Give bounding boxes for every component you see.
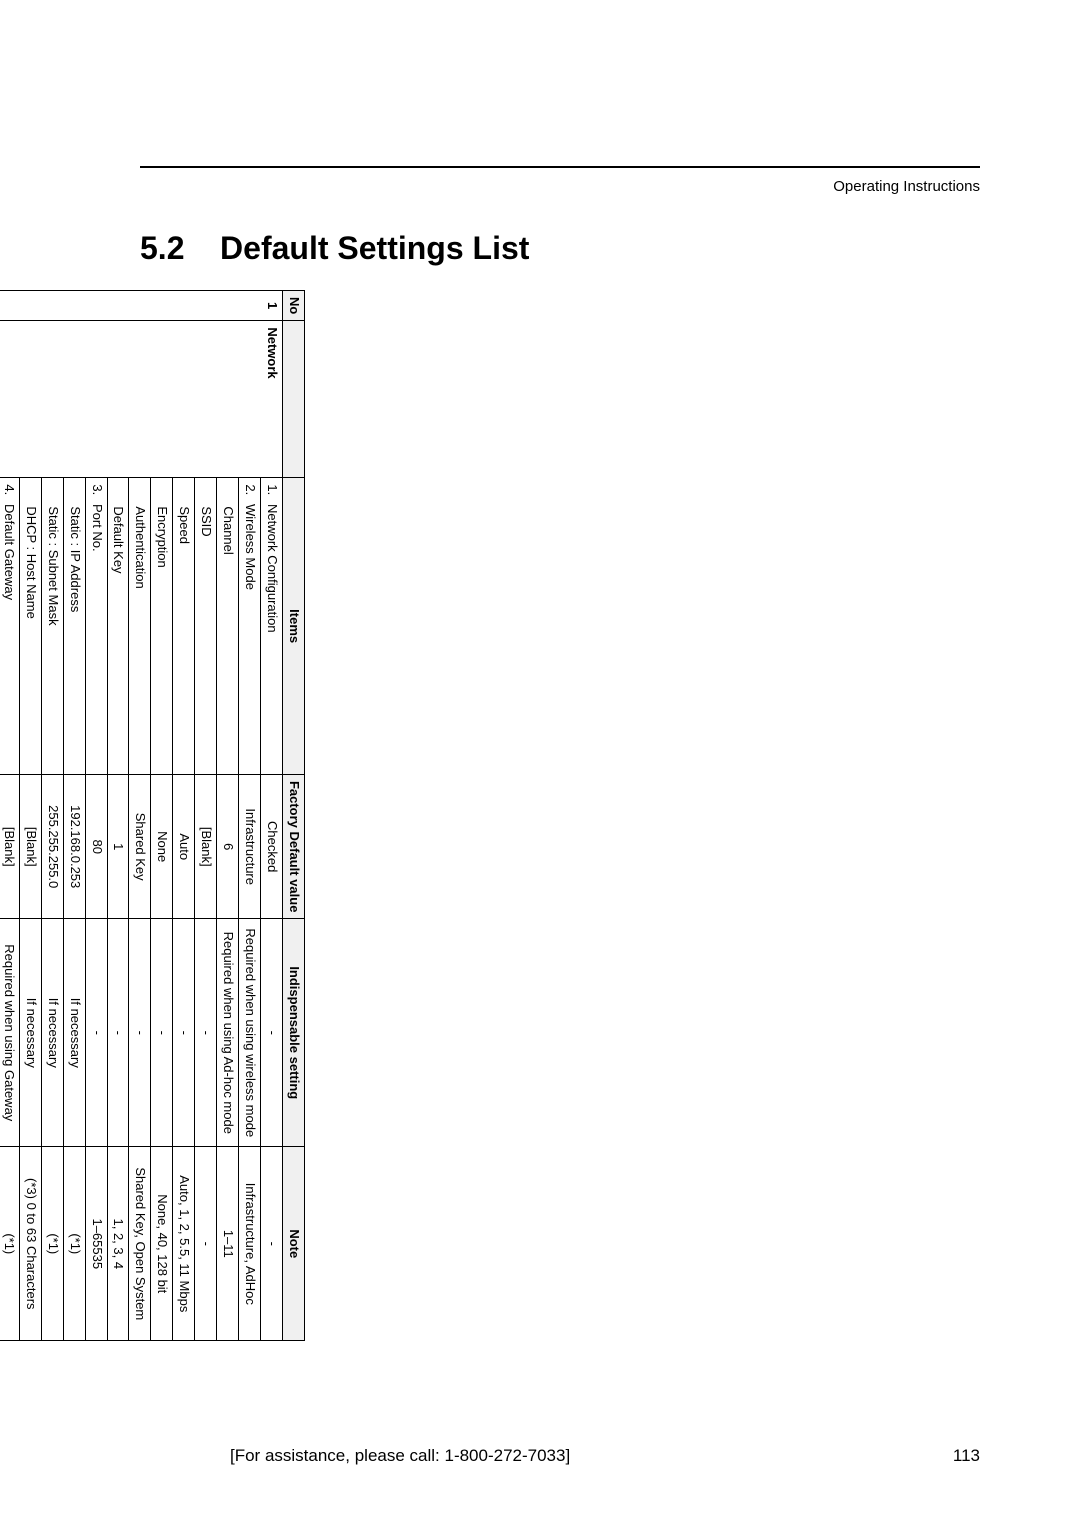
- cell-indispensable: -: [261, 919, 283, 1147]
- cell-factory-default: Checked: [261, 774, 283, 919]
- cell-note: 1–65535: [85, 1147, 107, 1341]
- cell-factory-default: 6: [217, 774, 239, 919]
- page-number: 113: [953, 1446, 980, 1466]
- section-title: 5.2 Default Settings List: [140, 230, 529, 267]
- cell-indispensable: -: [129, 919, 151, 1147]
- item-label: Static : IP Address: [68, 506, 83, 612]
- item-number: 4.: [1, 484, 16, 500]
- th-indispensable: Indispensable setting: [283, 919, 305, 1147]
- item-label: Speed: [177, 506, 192, 544]
- item-label: SSID: [199, 506, 214, 536]
- cell-no: 1: [0, 291, 283, 321]
- cell-note: (*1): [63, 1147, 85, 1341]
- table-row: 1Network1. Network ConfigurationChecked-…: [261, 291, 283, 1341]
- header-operating-instructions: Operating Instructions: [833, 178, 980, 195]
- cell-note: (*1): [0, 1147, 19, 1341]
- item-label: Default Key: [112, 506, 127, 573]
- cell-item: Channel: [217, 478, 239, 775]
- section-number: 5.2: [140, 230, 184, 266]
- cell-note: (*3) 0 to 63 Characters: [19, 1147, 41, 1341]
- cell-item: 4. Default Gateway: [0, 478, 19, 775]
- item-label: Port No.: [90, 504, 105, 552]
- cell-item: DHCP : Host Name: [19, 478, 41, 775]
- cell-factory-default: [Blank]: [195, 774, 217, 919]
- cell-indispensable: Required when using wireless mode: [239, 919, 261, 1147]
- cell-item: Authentication: [129, 478, 151, 775]
- cell-indispensable: Required when using Ad-hoc mode: [217, 919, 239, 1147]
- settings-table: No Items Factory Default value Indispens…: [0, 290, 305, 1341]
- header-rule: [140, 166, 980, 168]
- item-label: Channel: [221, 506, 236, 554]
- cell-note: -: [261, 1147, 283, 1341]
- cell-note: Infrastructure, AdHoc: [239, 1147, 261, 1341]
- item-label: Encryption: [155, 506, 170, 567]
- cell-indispensable: Required when using Gateway: [0, 919, 19, 1147]
- cell-indispensable: -: [151, 919, 173, 1147]
- footer-assist: [For assistance, please call: 1-800-272-…: [230, 1446, 570, 1466]
- cell-factory-default: 192.168.0.253: [63, 774, 85, 919]
- item-number: 3.: [89, 484, 104, 500]
- cell-factory-default: [Blank]: [0, 774, 19, 919]
- cell-item: 1. Network Configuration: [261, 478, 283, 775]
- th-no: No: [283, 291, 305, 321]
- cell-factory-default: 80: [85, 774, 107, 919]
- cell-factory-default: Infrastructure: [239, 774, 261, 919]
- cell-category: Network: [0, 321, 283, 478]
- cell-note: Auto, 1, 2, 5.5, 11 Mbps: [173, 1147, 195, 1341]
- th-note: Note: [283, 1147, 305, 1341]
- item-label: DHCP : Host Name: [24, 506, 39, 618]
- cell-indispensable: -: [173, 919, 195, 1147]
- item-label: Static : Subnet Mask: [46, 506, 61, 625]
- item-number: 2.: [242, 484, 257, 500]
- item-label: Network Configuration: [265, 504, 280, 633]
- item-label: Authentication: [133, 506, 148, 588]
- cell-note: (*1): [41, 1147, 63, 1341]
- cell-item: 2. Wireless Mode: [239, 478, 261, 775]
- cell-factory-default: None: [151, 774, 173, 919]
- th-factory-default: Factory Default value: [283, 774, 305, 919]
- item-label: Wireless Mode: [243, 504, 258, 590]
- cell-indispensable: -: [195, 919, 217, 1147]
- cell-note: -: [195, 1147, 217, 1341]
- cell-note: Shared Key, Open System: [129, 1147, 151, 1341]
- section-title-text: Default Settings List: [220, 230, 529, 266]
- cell-note: None, 40, 128 bit: [151, 1147, 173, 1341]
- cell-item: Static : IP Address: [63, 478, 85, 775]
- cell-note: 1–11: [217, 1147, 239, 1341]
- cell-factory-default: Auto: [173, 774, 195, 919]
- cell-indispensable: If necessary: [19, 919, 41, 1147]
- item-number: 1.: [264, 484, 279, 500]
- cell-item: Static : Subnet Mask: [41, 478, 63, 775]
- settings-table-wrapper: No Items Factory Default value Indispens…: [0, 290, 305, 1341]
- th-items: Items: [283, 478, 305, 775]
- cell-factory-default: 1: [107, 774, 129, 919]
- cell-indispensable: If necessary: [41, 919, 63, 1147]
- cell-indispensable: -: [107, 919, 129, 1147]
- cell-indispensable: If necessary: [63, 919, 85, 1147]
- th-category: [283, 321, 305, 478]
- cell-item: Encryption: [151, 478, 173, 775]
- cell-factory-default: 255.255.255.0: [41, 774, 63, 919]
- cell-item: SSID: [195, 478, 217, 775]
- cell-factory-default: Shared Key: [129, 774, 151, 919]
- cell-factory-default: [Blank]: [19, 774, 41, 919]
- item-label: Default Gateway: [2, 504, 17, 600]
- cell-item: Default Key: [107, 478, 129, 775]
- cell-item: Speed: [173, 478, 195, 775]
- cell-item: 3. Port No.: [85, 478, 107, 775]
- cell-note: 1, 2, 3, 4: [107, 1147, 129, 1341]
- table-header-row: No Items Factory Default value Indispens…: [283, 291, 305, 1341]
- cell-indispensable: -: [85, 919, 107, 1147]
